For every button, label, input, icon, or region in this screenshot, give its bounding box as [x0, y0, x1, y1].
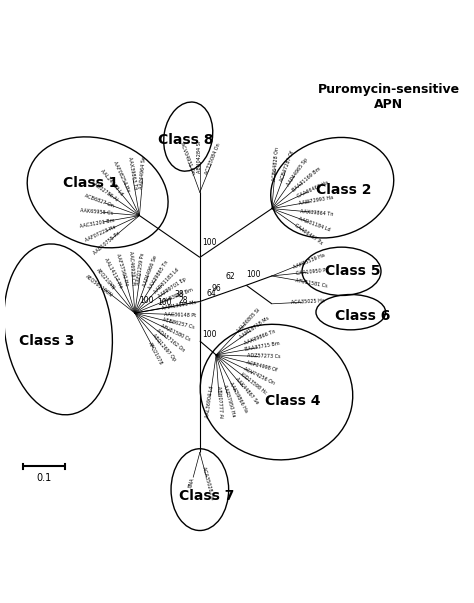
Text: AAL36805 Si: AAL36805 Si	[236, 307, 261, 333]
Text: ACF34998 Of: ACF34998 Of	[246, 360, 278, 373]
Text: BAA33715 Bm: BAA33715 Bm	[245, 341, 281, 352]
Text: ACA35028 Ha: ACA35028 Ha	[201, 466, 215, 499]
Text: KID13598 Hc: KID13598 Hc	[239, 372, 267, 396]
Text: 96: 96	[211, 284, 221, 293]
Text: 64: 64	[207, 289, 217, 298]
Text: ACB6827 On: ACB6827 On	[84, 194, 115, 209]
Text: AAM13603 Ms: AAM13603 Ms	[162, 300, 197, 311]
Text: AEQ12697 Op: AEQ12697 Op	[151, 333, 177, 362]
Text: ACA35025 Ha: ACA35025 Ha	[291, 298, 325, 305]
Text: 100: 100	[202, 238, 217, 247]
Text: 100: 100	[157, 298, 172, 307]
Text: 38: 38	[174, 290, 183, 299]
Text: AAP44965 Sp: AAP44965 Sp	[286, 157, 309, 187]
Text: Class 7: Class 7	[179, 488, 235, 503]
Text: AAP37950 Ha: AAP37950 Ha	[222, 384, 236, 417]
Text: AAX39865 Tn: AAX39865 Tn	[148, 259, 170, 291]
Text: ADZ57273 Cs: ADZ57273 Cs	[246, 353, 280, 359]
Text: BAA31169 Bm: BAA31169 Bm	[291, 166, 321, 193]
Text: AAL24109 Ld: AAL24109 Ld	[100, 169, 124, 197]
Text: AEB86257 Cs: AEB86257 Cs	[162, 318, 195, 330]
Text: AFU51581 Cs: AFU51581 Cs	[295, 277, 328, 288]
Text: AAW72993 Ha: AAW72993 Ha	[299, 195, 334, 206]
Text: AAX39863 Tn: AAX39863 Tn	[127, 157, 137, 191]
Text: 100: 100	[202, 329, 217, 338]
Text: AAX39864 Tn: AAX39864 Tn	[300, 209, 334, 216]
Text: 62: 62	[226, 272, 235, 281]
Text: ABH07777 Ai: ABH07777 Ai	[216, 386, 223, 418]
Text: AAK59866 Ha: AAK59866 Ha	[228, 380, 248, 413]
Text: AAF99701 Ep: AAF99701 Ep	[157, 277, 187, 299]
Text: AAF07223 Ha: AAF07223 Ha	[84, 224, 117, 243]
Text: AAF37560 Ho: AAF37560 Ho	[115, 253, 129, 286]
Text: ACB47287 Of: ACB47287 Of	[279, 150, 295, 183]
Text: ACV04931 On: ACV04931 On	[180, 142, 196, 175]
Text: AAD31183 Ld: AAD31183 Ld	[153, 267, 180, 294]
Text: AAX39866 Tn: AAX39866 Tn	[244, 329, 276, 346]
Text: 0.1: 0.1	[36, 473, 52, 483]
Text: Class 2: Class 2	[316, 183, 372, 197]
Text: AEQ56510CN: AEQ56510CN	[85, 273, 114, 297]
Text: AAC31201 Bm: AAC31201 Bm	[80, 218, 115, 229]
Text: CAA66467 Px: CAA66467 Px	[294, 223, 324, 246]
Text: BNA: BNA	[188, 477, 196, 488]
Text: Class 1: Class 1	[63, 176, 118, 190]
Text: AAL14117 He: AAL14117 He	[104, 257, 124, 289]
Text: AAL83943 Bm: AAL83943 Bm	[159, 288, 194, 305]
Text: Class 5: Class 5	[325, 264, 381, 279]
Text: Class 8: Class 8	[158, 133, 214, 147]
Text: Class 4: Class 4	[265, 394, 320, 408]
Text: AFQ21078: AFQ21078	[148, 341, 164, 365]
Text: AAB10755 Px: AAB10755 Px	[92, 230, 121, 256]
Text: AFU51580 Cs: AFU51580 Cs	[160, 323, 191, 343]
Text: Class 6: Class 6	[335, 309, 390, 323]
Text: AAP44964 Se: AAP44964 Se	[139, 156, 147, 189]
Text: AAK65955 Cs: AAK65955 Cs	[80, 208, 114, 216]
Text: AAF01259 Px: AAF01259 Px	[137, 252, 146, 285]
Text: Puromycin-sensitive
APN: Puromycin-sensitive APN	[318, 83, 460, 111]
Text: Class 3: Class 3	[19, 334, 74, 348]
Text: AAC36148 Pt: AAC36148 Pt	[164, 312, 196, 318]
Text: AEQ21CYN: AEQ21CYN	[95, 267, 116, 291]
Text: AAK85539 Ha: AAK85539 Ha	[292, 252, 326, 270]
Text: AAD31184 Ld: AAD31184 Ld	[298, 216, 331, 232]
Text: 100: 100	[139, 296, 154, 305]
Text: ACT35084 On: ACT35084 On	[205, 143, 222, 175]
Text: ABN04284 Si: ABN04284 Si	[197, 140, 202, 172]
Text: AAK44867 Se: AAK44867 Se	[234, 377, 259, 406]
Text: CAA10950 Px: CAA10950 Px	[295, 268, 328, 276]
Text: ACB64828 On: ACB64828 On	[272, 147, 280, 181]
Text: AAP44966 Se: AAP44966 Se	[142, 254, 158, 287]
Text: ADA57162 On: ADA57162 On	[155, 328, 185, 353]
Text: AAL36904 Ld: AAL36904 Ld	[205, 385, 214, 418]
Text: 100: 100	[246, 270, 261, 279]
Text: AAM18718 Ms: AAM18718 Ms	[239, 315, 271, 340]
Text: AAC46929 CH: AAC46929 CH	[128, 251, 136, 285]
Text: CAA66466 Ha: CAA66466 Ha	[296, 180, 329, 199]
Text: AAF08254 Hv: AAF08254 Hv	[112, 160, 131, 193]
Text: 28: 28	[179, 295, 188, 305]
Text: ACV74256 On: ACV74256 On	[242, 366, 275, 385]
Text: AAB02786 Ai: AAB02786 Ai	[90, 180, 119, 203]
